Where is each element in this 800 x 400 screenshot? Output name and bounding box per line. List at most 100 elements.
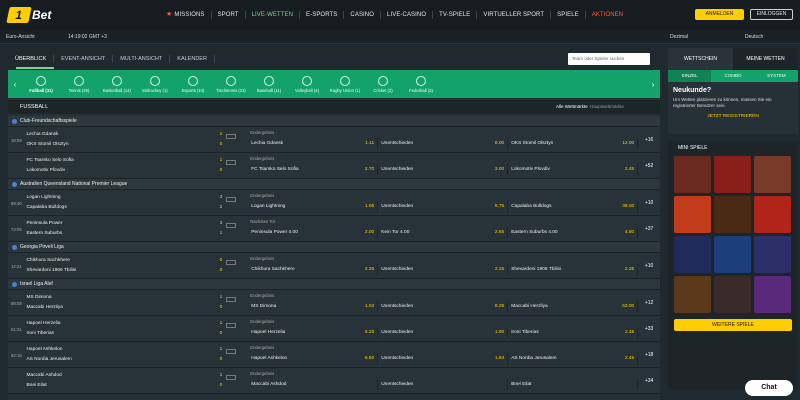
tab-3[interactable]: KALENDER bbox=[170, 55, 215, 63]
chevron-left-icon[interactable]: ‹ bbox=[13, 79, 17, 89]
logo[interactable]: 1 Bet bbox=[6, 7, 51, 23]
away-team[interactable]: Maccabi Herzliya bbox=[26, 305, 63, 310]
register-link[interactable]: JETZT REGISTRIEREN bbox=[707, 114, 759, 119]
nav-item-8[interactable]: SPIELE bbox=[551, 11, 586, 19]
odd-button-0[interactable]: Logan Lightning 1.06 bbox=[248, 200, 379, 212]
more-markets[interactable]: +18 bbox=[644, 352, 654, 358]
home-team[interactable]: FC Tsarsko Selo Sofia bbox=[26, 158, 74, 163]
odd-button-2[interactable]: Bnei Eilat bbox=[508, 378, 639, 390]
game-tile-2[interactable] bbox=[754, 156, 791, 193]
odd-button-0[interactable]: Hapoel Herzelia 5.25 bbox=[248, 326, 379, 338]
odd-button-0[interactable]: Chikhura Sachkhere 2.25 bbox=[248, 263, 379, 275]
odd-button-0[interactable]: Peninsula Power 4.00 2.00 bbox=[248, 226, 379, 238]
odd-button-0[interactable]: MS Dimona 1.04 bbox=[248, 300, 379, 312]
home-team[interactable]: Maccabi Ashdod bbox=[26, 373, 62, 378]
sport-item-5[interactable]: Tischtennis (23) bbox=[212, 75, 250, 93]
stats-icon[interactable] bbox=[226, 223, 237, 228]
odd-button-2[interactable]: Ironi Tiberias 2.45 bbox=[508, 326, 639, 338]
sport-item-7[interactable]: Volleyball (4) bbox=[288, 75, 326, 93]
match-row[interactable]: 88:08 MS Dimona Maccabi Herzliya 1 0 Endergeb… bbox=[8, 290, 660, 316]
stats-icon[interactable] bbox=[226, 323, 237, 328]
match-row[interactable]: 18:59 Lechia Gdansk OKS Stomil Olsztyn 1 0 En… bbox=[8, 127, 660, 153]
stats-icon[interactable] bbox=[226, 349, 237, 354]
stats-icon[interactable] bbox=[226, 160, 237, 165]
nav-item-4[interactable]: CASINO bbox=[344, 11, 382, 19]
game-tile-4[interactable] bbox=[714, 196, 751, 233]
view-selector[interactable]: Euro-Ansicht bbox=[6, 34, 35, 40]
odd-button-2[interactable]: Lokomotiv Plovdiv 2.45 bbox=[508, 163, 639, 175]
odd-button-1[interactable]: Unentschieden 2.25 bbox=[378, 263, 509, 275]
nav-item-0[interactable]: ★ MISSIONS bbox=[160, 11, 212, 19]
game-tile-11[interactable] bbox=[754, 276, 791, 313]
stats-icon[interactable] bbox=[226, 375, 237, 380]
odd-button-2[interactable]: AS Nordia Jerusalem 2.45 bbox=[508, 352, 639, 364]
chevron-right-icon[interactable]: › bbox=[651, 79, 655, 89]
login-button[interactable]: ANMELDEN bbox=[695, 9, 744, 20]
game-tile-9[interactable] bbox=[674, 276, 711, 313]
more-markets[interactable]: +33 bbox=[644, 326, 654, 332]
nav-item-3[interactable]: E-SPORTS bbox=[300, 11, 345, 19]
odd-button-1[interactable]: Unentschieden bbox=[378, 378, 509, 390]
more-markets[interactable]: +12 bbox=[644, 300, 654, 306]
match-row[interactable]: 73:05 Peninsula Power Eastern Suburbs 3 1 Näc… bbox=[8, 216, 660, 242]
odd-button-2[interactable]: Shevardeni 1906 Tbilisi 2.25 bbox=[508, 263, 639, 275]
nav-item-7[interactable]: VIRTUELLER SPORT bbox=[477, 11, 552, 19]
game-tile-10[interactable] bbox=[714, 276, 751, 313]
language-selector[interactable]: Deutsch bbox=[745, 34, 764, 40]
away-team[interactable]: AS Nordia Jerusalem bbox=[26, 357, 72, 362]
nav-item-5[interactable]: LIVE-CASINO bbox=[381, 11, 434, 19]
nav-item-6[interactable]: TV-SPIELE bbox=[433, 11, 478, 19]
game-tile-5[interactable] bbox=[754, 196, 791, 233]
stats-icon[interactable] bbox=[226, 260, 237, 265]
tab-1[interactable]: EVENT-ANSICHT bbox=[54, 55, 114, 63]
odd-button-2[interactable]: Eastern Suburbs 4.00 4.80 bbox=[508, 226, 639, 238]
away-team[interactable]: Capalaba Bulldogs bbox=[26, 205, 67, 210]
sport-item-4[interactable]: Esports (10) bbox=[174, 75, 212, 93]
game-tile-8[interactable] bbox=[754, 236, 791, 273]
away-team[interactable]: Lokomotiv Plovdiv bbox=[26, 168, 66, 173]
game-tile-0[interactable] bbox=[674, 156, 711, 193]
more-markets[interactable]: +37 bbox=[644, 226, 654, 232]
match-row[interactable]: FC Tsarsko Selo Sofia Lokomotiv Plovdiv 1 0… bbox=[8, 153, 660, 179]
game-tile-1[interactable] bbox=[714, 156, 751, 193]
game-tile-3[interactable] bbox=[674, 196, 711, 233]
game-tile-6[interactable] bbox=[674, 236, 711, 273]
odd-button-0[interactable]: Hapoel Ashkelon 6.50 bbox=[248, 352, 379, 364]
sport-item-10[interactable]: Federball (3) bbox=[402, 75, 440, 93]
more-markets[interactable]: +34 bbox=[644, 378, 654, 384]
tab-combo[interactable]: COMBO bbox=[724, 73, 742, 78]
sport-item-8[interactable]: Rugby Union (1) bbox=[326, 75, 364, 93]
home-team[interactable]: MS Dimona bbox=[26, 295, 52, 300]
search-input[interactable]: Team oder Spieler suchen bbox=[568, 53, 650, 65]
away-team[interactable]: OKS Stomil Olsztyn bbox=[26, 142, 69, 147]
match-row[interactable]: 61:21 Hapoel Herzelia Ironi Tiberias 1 0 Ende… bbox=[8, 316, 660, 342]
odd-button-1[interactable]: Unentschieden 1.84 bbox=[378, 352, 509, 364]
odd-button-2[interactable]: Maccabi Herzliya 63.00 bbox=[508, 300, 639, 312]
odd-button-0[interactable]: Maccabi Ashdod bbox=[248, 378, 379, 390]
odd-button-2[interactable]: OKS Stomil Olsztyn 12.00 bbox=[508, 137, 639, 149]
away-team[interactable]: Ironi Tiberias bbox=[26, 331, 54, 336]
more-markets[interactable]: +52 bbox=[644, 163, 654, 169]
tab-single[interactable]: EINZEL bbox=[668, 70, 712, 82]
main-markets-toggle[interactable]: Hauptwettmärkte bbox=[590, 104, 625, 109]
home-team[interactable]: Chikhura Sachkhere bbox=[26, 258, 70, 263]
sport-item-3[interactable]: Eishockey (1) bbox=[136, 75, 174, 93]
stats-icon[interactable] bbox=[226, 134, 237, 139]
sport-item-6[interactable]: Baseball (11) bbox=[250, 75, 288, 93]
home-team[interactable]: Peninsula Power bbox=[26, 221, 63, 226]
away-team[interactable]: Shevardeni 1906 Tbilisi bbox=[26, 268, 77, 273]
match-row[interactable]: 62:16 Hapoel Ashkelon AS Nordia Jerusalem 1… bbox=[8, 342, 660, 368]
league-header[interactable]: Israel Liga Alef bbox=[8, 279, 660, 290]
odd-button-2[interactable]: Capalaba Bulldogs 38.00 bbox=[508, 200, 639, 212]
tab-system[interactable]: SYSTEM bbox=[767, 73, 786, 78]
odds-format-selector[interactable]: Dezimal bbox=[670, 34, 689, 40]
signin-button[interactable]: EINLOGGEN bbox=[750, 9, 793, 20]
all-markets-toggle[interactable]: Alle Wettmärkte bbox=[556, 104, 588, 109]
sport-item-1[interactable]: Tennis (25) bbox=[60, 75, 98, 93]
league-header[interactable]: Club-Freundschaftsspiele bbox=[8, 116, 660, 127]
league-header[interactable]: Georgia Pirveli Liga bbox=[8, 242, 660, 253]
tab-my-bets[interactable]: MEINE WETTEN bbox=[746, 56, 785, 62]
league-header[interactable]: Australien Queensland National Premier L… bbox=[8, 179, 660, 190]
odd-button-1[interactable]: Kein Tor 4.00 2.65 bbox=[378, 226, 509, 238]
odd-button-0[interactable]: Lechia Gdansk 1.11 bbox=[248, 137, 379, 149]
